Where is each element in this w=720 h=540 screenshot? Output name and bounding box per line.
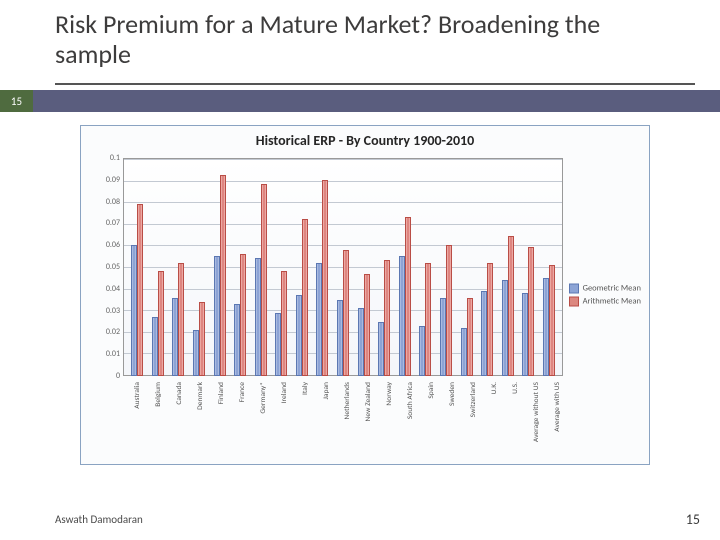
bar-arithmetic — [446, 245, 452, 376]
bar-group — [456, 158, 477, 376]
legend-label: Arithmetic Mean — [583, 297, 641, 307]
y-tick-label: 0.08 — [90, 197, 120, 207]
bar-arithmetic — [281, 271, 287, 376]
bar-arithmetic — [322, 180, 328, 376]
x-tick-label: Canada — [165, 378, 186, 458]
bar-group — [189, 158, 210, 376]
slide-number-badge: 15 — [0, 90, 33, 112]
bar-arithmetic — [199, 302, 205, 376]
x-tick-label: Average with US — [542, 378, 563, 458]
y-tick-label: 0.09 — [90, 175, 120, 185]
legend-swatch-icon — [569, 297, 579, 307]
y-tick-label: 0.06 — [90, 240, 120, 250]
x-tick-label: Japan — [312, 378, 333, 458]
y-tick-label: 0 — [90, 371, 120, 381]
slide: Risk Premium for a Mature Market? Broade… — [0, 0, 720, 540]
bar-group — [374, 158, 395, 376]
y-tick-label: 0.1 — [90, 153, 120, 163]
bar-group — [518, 158, 539, 376]
bar-arithmetic — [467, 298, 473, 376]
plot-area: 00.010.020.030.040.050.060.070.080.090.1 — [123, 158, 563, 376]
bar-arithmetic — [240, 254, 246, 376]
x-tick-label: Ireland — [270, 378, 291, 458]
y-tick-label: 0.04 — [90, 284, 120, 294]
legend-item: Arithmetic Mean — [569, 297, 641, 307]
x-tick-label: Spain — [416, 378, 437, 458]
bar-arithmetic — [158, 271, 164, 376]
page-number-footer: 15 — [686, 511, 700, 528]
page-title: Risk Premium for a Mature Market? Broade… — [55, 10, 675, 70]
y-tick-label: 0.03 — [90, 306, 120, 316]
x-axis-labels: AustraliaBelgiumCanadaDenmarkFinlandFran… — [123, 378, 563, 458]
x-tick-label: Italy — [291, 378, 312, 458]
bar-group — [477, 158, 498, 376]
x-tick-label: Netherlands — [333, 378, 354, 458]
bar-group — [539, 158, 560, 376]
bar-group — [271, 158, 292, 376]
chart-title: Historical ERP - By Country 1900-2010 — [81, 132, 649, 149]
y-tick-label: 0.01 — [90, 349, 120, 359]
bar-arithmetic — [487, 263, 493, 376]
bar-group — [395, 158, 416, 376]
bar-arithmetic — [528, 247, 534, 376]
bar-group — [333, 158, 354, 376]
bar-arithmetic — [220, 175, 226, 376]
bar-arithmetic — [405, 217, 411, 376]
x-tick-label: Norway — [374, 378, 395, 458]
y-tick-label: 0.07 — [90, 218, 120, 228]
bar-group — [292, 158, 313, 376]
bar-arithmetic — [425, 263, 431, 376]
bar-group — [168, 158, 189, 376]
bar-arithmetic — [302, 219, 308, 376]
bar-arithmetic — [549, 265, 555, 376]
y-tick-label: 0.02 — [90, 327, 120, 337]
legend-label: Geometric Mean — [583, 284, 641, 294]
bar-arithmetic — [137, 204, 143, 376]
legend-item: Geometric Mean — [569, 284, 641, 294]
chart-container: Historical ERP - By Country 1900-2010 00… — [80, 125, 650, 465]
bar-group — [436, 158, 457, 376]
x-tick-label: Switzerland — [458, 378, 479, 458]
bar-group — [209, 158, 230, 376]
accent-bar — [33, 90, 720, 112]
bar-group — [353, 158, 374, 376]
author-footer: Aswath Damodaran — [55, 513, 143, 526]
bar-arithmetic — [508, 236, 514, 376]
legend-swatch-icon — [569, 284, 579, 294]
bar-group — [312, 158, 333, 376]
x-tick-label: Finland — [207, 378, 228, 458]
x-tick-label: Australia — [123, 378, 144, 458]
bar-arithmetic — [364, 274, 370, 376]
x-tick-label: U.S. — [500, 378, 521, 458]
x-tick-label: Belgium — [144, 378, 165, 458]
y-tick-label: 0.05 — [90, 262, 120, 272]
bar-arithmetic — [343, 250, 349, 376]
chart-legend: Geometric Mean Arithmetic Mean — [569, 281, 641, 310]
bar-group — [148, 158, 169, 376]
x-tick-label: South Africa — [395, 378, 416, 458]
bar-group — [230, 158, 251, 376]
bar-arithmetic — [178, 263, 184, 376]
x-tick-label: Average without US — [521, 378, 542, 458]
bar-arithmetic — [261, 184, 267, 376]
x-tick-label: U.K. — [479, 378, 500, 458]
x-tick-label: Germany* — [249, 378, 270, 458]
x-tick-label: Denmark — [186, 378, 207, 458]
x-tick-label: Sweden — [437, 378, 458, 458]
title-underline — [55, 83, 695, 85]
bar-group — [250, 158, 271, 376]
bar-group — [127, 158, 148, 376]
bar-groups — [123, 158, 563, 376]
bar-arithmetic — [384, 260, 390, 376]
x-tick-label: New Zealand — [353, 378, 374, 458]
bar-group — [497, 158, 518, 376]
x-tick-label: France — [228, 378, 249, 458]
bar-group — [415, 158, 436, 376]
